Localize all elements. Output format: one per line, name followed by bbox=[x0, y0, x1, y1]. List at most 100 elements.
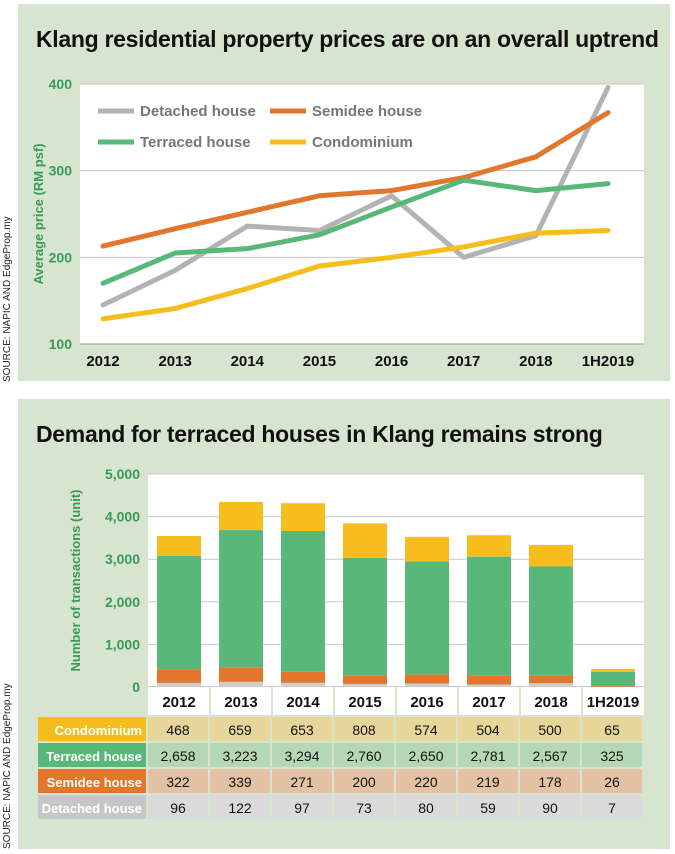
table-cell-value: 3,294 bbox=[284, 748, 319, 764]
table-cell-value: 2,781 bbox=[470, 748, 505, 764]
table-cell-value: 2,650 bbox=[408, 748, 443, 764]
table-cell-value: 73 bbox=[356, 800, 372, 816]
bar-terraced-house-2014 bbox=[281, 530, 325, 672]
table-cell-bg bbox=[458, 769, 518, 793]
price-plot-area bbox=[80, 84, 644, 344]
bar-detached-house-2014 bbox=[281, 682, 325, 687]
table-cell-bg bbox=[148, 769, 208, 793]
table-cell-bg bbox=[148, 743, 208, 767]
bar-semidee-house-2013 bbox=[219, 667, 263, 682]
table-cell-value: 2,658 bbox=[160, 748, 195, 764]
table-cell-bg bbox=[520, 769, 580, 793]
table-cell-value: 339 bbox=[228, 774, 252, 790]
table-cell-value: 271 bbox=[290, 774, 314, 790]
bar-terraced-house-2016 bbox=[405, 561, 449, 675]
transactions-y-tick-label: 5,000 bbox=[105, 466, 140, 482]
bar-semidee-house-2016 bbox=[405, 674, 449, 684]
bar-semidee-house-2018 bbox=[529, 675, 573, 684]
bar-condominium-2013 bbox=[219, 501, 263, 531]
price-y-tick-label: 200 bbox=[49, 249, 73, 265]
table-cell-value: 574 bbox=[414, 722, 438, 738]
table-cell-bg bbox=[210, 769, 270, 793]
transactions-bar-chart: 0 1,000 2,000 3,000 4,000 5,000 Number of tran… bbox=[38, 466, 644, 819]
bar-semidee-house-2017 bbox=[467, 675, 511, 685]
price-y-axis-label: Average price (RM psf) bbox=[31, 143, 46, 284]
table-cell-bg bbox=[396, 795, 456, 819]
table-row-label-semidee-house: Semidee house bbox=[47, 775, 142, 790]
transactions-y-tick-label: 4,000 bbox=[105, 509, 140, 525]
bar-condominium-1h2019 bbox=[591, 668, 635, 672]
table-cell-bg bbox=[210, 743, 270, 767]
table-cell-bg bbox=[582, 769, 642, 793]
price-y-tick-label: 400 bbox=[49, 76, 73, 92]
table-cell-bg bbox=[334, 795, 394, 819]
table-header-cell: 2014 bbox=[286, 694, 320, 711]
table-header-cell: 2015 bbox=[348, 694, 381, 711]
table-row-label-bg bbox=[38, 769, 146, 793]
price-y-tick-label: 100 bbox=[49, 336, 73, 352]
bar-detached-house-2016 bbox=[405, 683, 449, 687]
table-cell-value: 200 bbox=[352, 774, 376, 790]
table-cell-bg bbox=[458, 717, 518, 741]
price-x-tick-label: 1H2019 bbox=[582, 353, 635, 370]
table-cell-value: 2,760 bbox=[346, 748, 381, 764]
series-line-condominium bbox=[100, 227, 611, 322]
table-cell-bg bbox=[458, 743, 518, 767]
table-cell-bg bbox=[210, 795, 270, 819]
transactions-chart-panel: Demand for terraced houses in Klang rema… bbox=[18, 399, 670, 849]
table-header-cell: 2016 bbox=[410, 694, 443, 711]
bar-semidee-house-1h2019 bbox=[591, 685, 635, 687]
bar-condominium-2014 bbox=[281, 503, 325, 531]
price-chart-panel: Klang residential property prices are on… bbox=[18, 4, 670, 381]
table-cell-value: 322 bbox=[166, 774, 190, 790]
transactions-chart-source: SOURCE: NAPIC AND EdgeProp.my bbox=[2, 683, 13, 849]
table-cell-bg bbox=[148, 795, 208, 819]
price-chart-title: Klang residential property prices are on… bbox=[36, 26, 659, 52]
table-cell-bg bbox=[396, 769, 456, 793]
transactions-y-tick-label: 1,000 bbox=[105, 636, 140, 652]
table-cell-value: 653 bbox=[290, 722, 314, 738]
table-cell-value: 659 bbox=[228, 722, 252, 738]
bar-detached-house-2015 bbox=[343, 683, 387, 687]
transactions-y-tick-label: 2,000 bbox=[105, 594, 140, 610]
table-cell-value: 80 bbox=[418, 800, 434, 816]
table-cell-bg bbox=[520, 743, 580, 767]
table-cell-value: 122 bbox=[228, 800, 252, 816]
bar-detached-house-2018 bbox=[529, 683, 573, 687]
price-x-tick-label: 2013 bbox=[158, 353, 191, 370]
table-cell-value: 96 bbox=[170, 800, 186, 816]
bar-detached-house-2012 bbox=[157, 682, 201, 687]
table-header-cell: 2013 bbox=[224, 694, 257, 711]
bar-detached-house-2017 bbox=[467, 684, 511, 687]
table-row-label-bg bbox=[38, 717, 146, 741]
table-cell-value: 808 bbox=[352, 722, 376, 738]
price-x-tick-label: 2017 bbox=[447, 353, 480, 370]
table-cell-value: 219 bbox=[476, 774, 500, 790]
price-chart-source: SOURCE: NAPIC AND EdgeProp.my bbox=[2, 216, 13, 382]
table-cell-bg bbox=[334, 743, 394, 767]
bar-terraced-house-2018 bbox=[529, 566, 573, 676]
table-cell-value: 90 bbox=[542, 800, 558, 816]
table-cell-bg bbox=[272, 769, 332, 793]
table-cell-bg bbox=[582, 717, 642, 741]
table-cell-value: 178 bbox=[538, 774, 562, 790]
bar-semidee-house-2012 bbox=[157, 669, 201, 683]
table-cell-bg bbox=[272, 717, 332, 741]
table-header-cell: 2012 bbox=[162, 694, 195, 711]
table-row-label-bg bbox=[38, 743, 146, 767]
table-header-cell: 2017 bbox=[472, 694, 505, 711]
legend-label-terraced-house: Terraced house bbox=[140, 134, 251, 151]
bar-condominium-2017 bbox=[467, 535, 511, 557]
transactions-y-tick-label: 0 bbox=[132, 679, 140, 695]
table-cell-bg bbox=[396, 717, 456, 741]
transactions-y-axis-label: Number of transactions (unit) bbox=[68, 489, 83, 671]
legend-label-semidee-house: Semidee house bbox=[312, 103, 422, 120]
table-cell-value: 468 bbox=[166, 722, 190, 738]
table-cell-value: 325 bbox=[600, 748, 624, 764]
table-cell-bg bbox=[582, 743, 642, 767]
table-cell-value: 220 bbox=[414, 774, 438, 790]
bar-detached-house-2013 bbox=[219, 681, 263, 687]
bar-condominium-2018 bbox=[529, 544, 573, 567]
table-row-label-condominium: Condominium bbox=[55, 723, 142, 738]
table-cell-value: 2,567 bbox=[532, 748, 567, 764]
